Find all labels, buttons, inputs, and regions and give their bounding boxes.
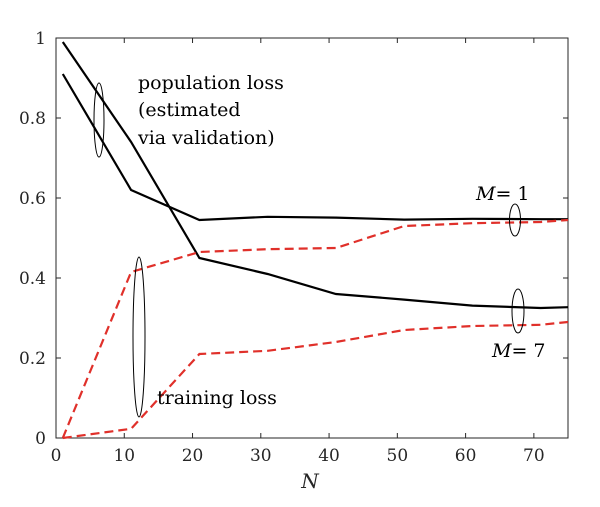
y-tick-label: 0.4 [19, 269, 46, 289]
x-tick-label: 70 [523, 446, 545, 466]
x-tick-label: 50 [387, 446, 409, 466]
x-axis-title: N [300, 469, 320, 493]
y-tick-label: 0.6 [19, 189, 46, 209]
training-ellipse [132, 256, 146, 418]
training-loss-m7-line [62, 320, 569, 440]
m7-ellipse [511, 288, 525, 334]
population-loss-m1-line [61, 73, 568, 222]
training-label: training loss [157, 387, 277, 409]
y-tick-label: 1 [35, 29, 46, 49]
m1-var: M [475, 183, 496, 205]
x-tick-label: 30 [250, 446, 272, 466]
x-tick-label: 10 [113, 446, 135, 466]
y-tick-label: 0 [35, 429, 46, 449]
plot-frame [55, 37, 569, 439]
y-tick-label: 0.8 [19, 109, 46, 129]
x-tick-label: 40 [318, 446, 340, 466]
y-tick-label: 0.2 [19, 349, 46, 369]
x-tick-label: 20 [182, 446, 204, 466]
training-loss-m1-line [61, 218, 569, 439]
m1-value: = 1 [495, 183, 529, 205]
population-ellipse [93, 82, 105, 158]
m1-ellipse [509, 203, 521, 237]
m7-var: M [491, 340, 512, 362]
population-label-line1: population loss [138, 72, 284, 94]
population-label-line2: (estimated [138, 99, 241, 121]
m7-value: = 7 [511, 340, 545, 362]
population-label-line3: via validation) [137, 127, 275, 149]
m7-label: M= 7 [491, 340, 546, 362]
x-tick-label: 0 [51, 446, 62, 466]
x-tick-label: 60 [455, 446, 477, 466]
m1-label: M= 1 [475, 183, 530, 205]
population-loss-m7-line [61, 41, 569, 310]
